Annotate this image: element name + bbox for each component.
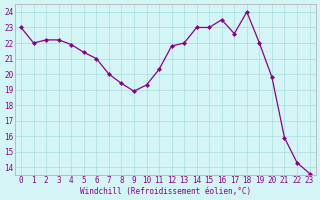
X-axis label: Windchill (Refroidissement éolien,°C): Windchill (Refroidissement éolien,°C) <box>80 187 251 196</box>
